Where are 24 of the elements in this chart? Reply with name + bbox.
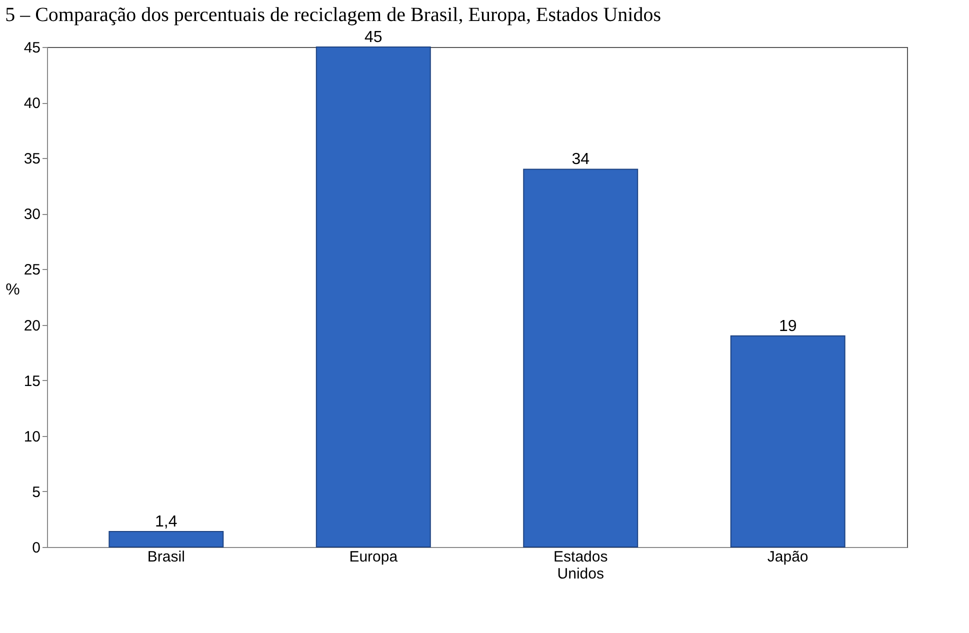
y-tick-label: 35	[24, 150, 40, 168]
data-label: 34	[572, 151, 590, 168]
y-tick-label: 5	[32, 484, 40, 501]
bar	[108, 530, 224, 548]
x-tick-label: Japão	[767, 548, 808, 566]
y-axis-title: %	[6, 282, 20, 298]
bar	[523, 168, 638, 548]
y-tick-label: 10	[24, 428, 40, 446]
data-label: 1,4	[155, 513, 178, 530]
data-label: 19	[778, 318, 797, 335]
bar	[730, 335, 846, 548]
chart-title: 5 – Comparação dos percentuais de reciclagem de Brasil, Europa, Estados Unidos	[5, 4, 662, 26]
y-tick-label: 30	[24, 206, 40, 224]
y-tick-label: 0	[32, 540, 40, 556]
data-label: 45	[364, 29, 382, 46]
y-tick-label: 40	[24, 95, 40, 112]
y-tick-label: 20	[24, 317, 40, 334]
x-tick-label: Europa	[349, 548, 398, 566]
y-tick-label: 45	[24, 40, 40, 56]
x-tick-label: Brasil	[147, 548, 185, 566]
y-tick-label: 25	[24, 262, 40, 279]
x-tick-label: Estados Unidos	[554, 548, 608, 582]
y-tick-label: 15	[24, 372, 40, 390]
bar	[316, 46, 431, 548]
